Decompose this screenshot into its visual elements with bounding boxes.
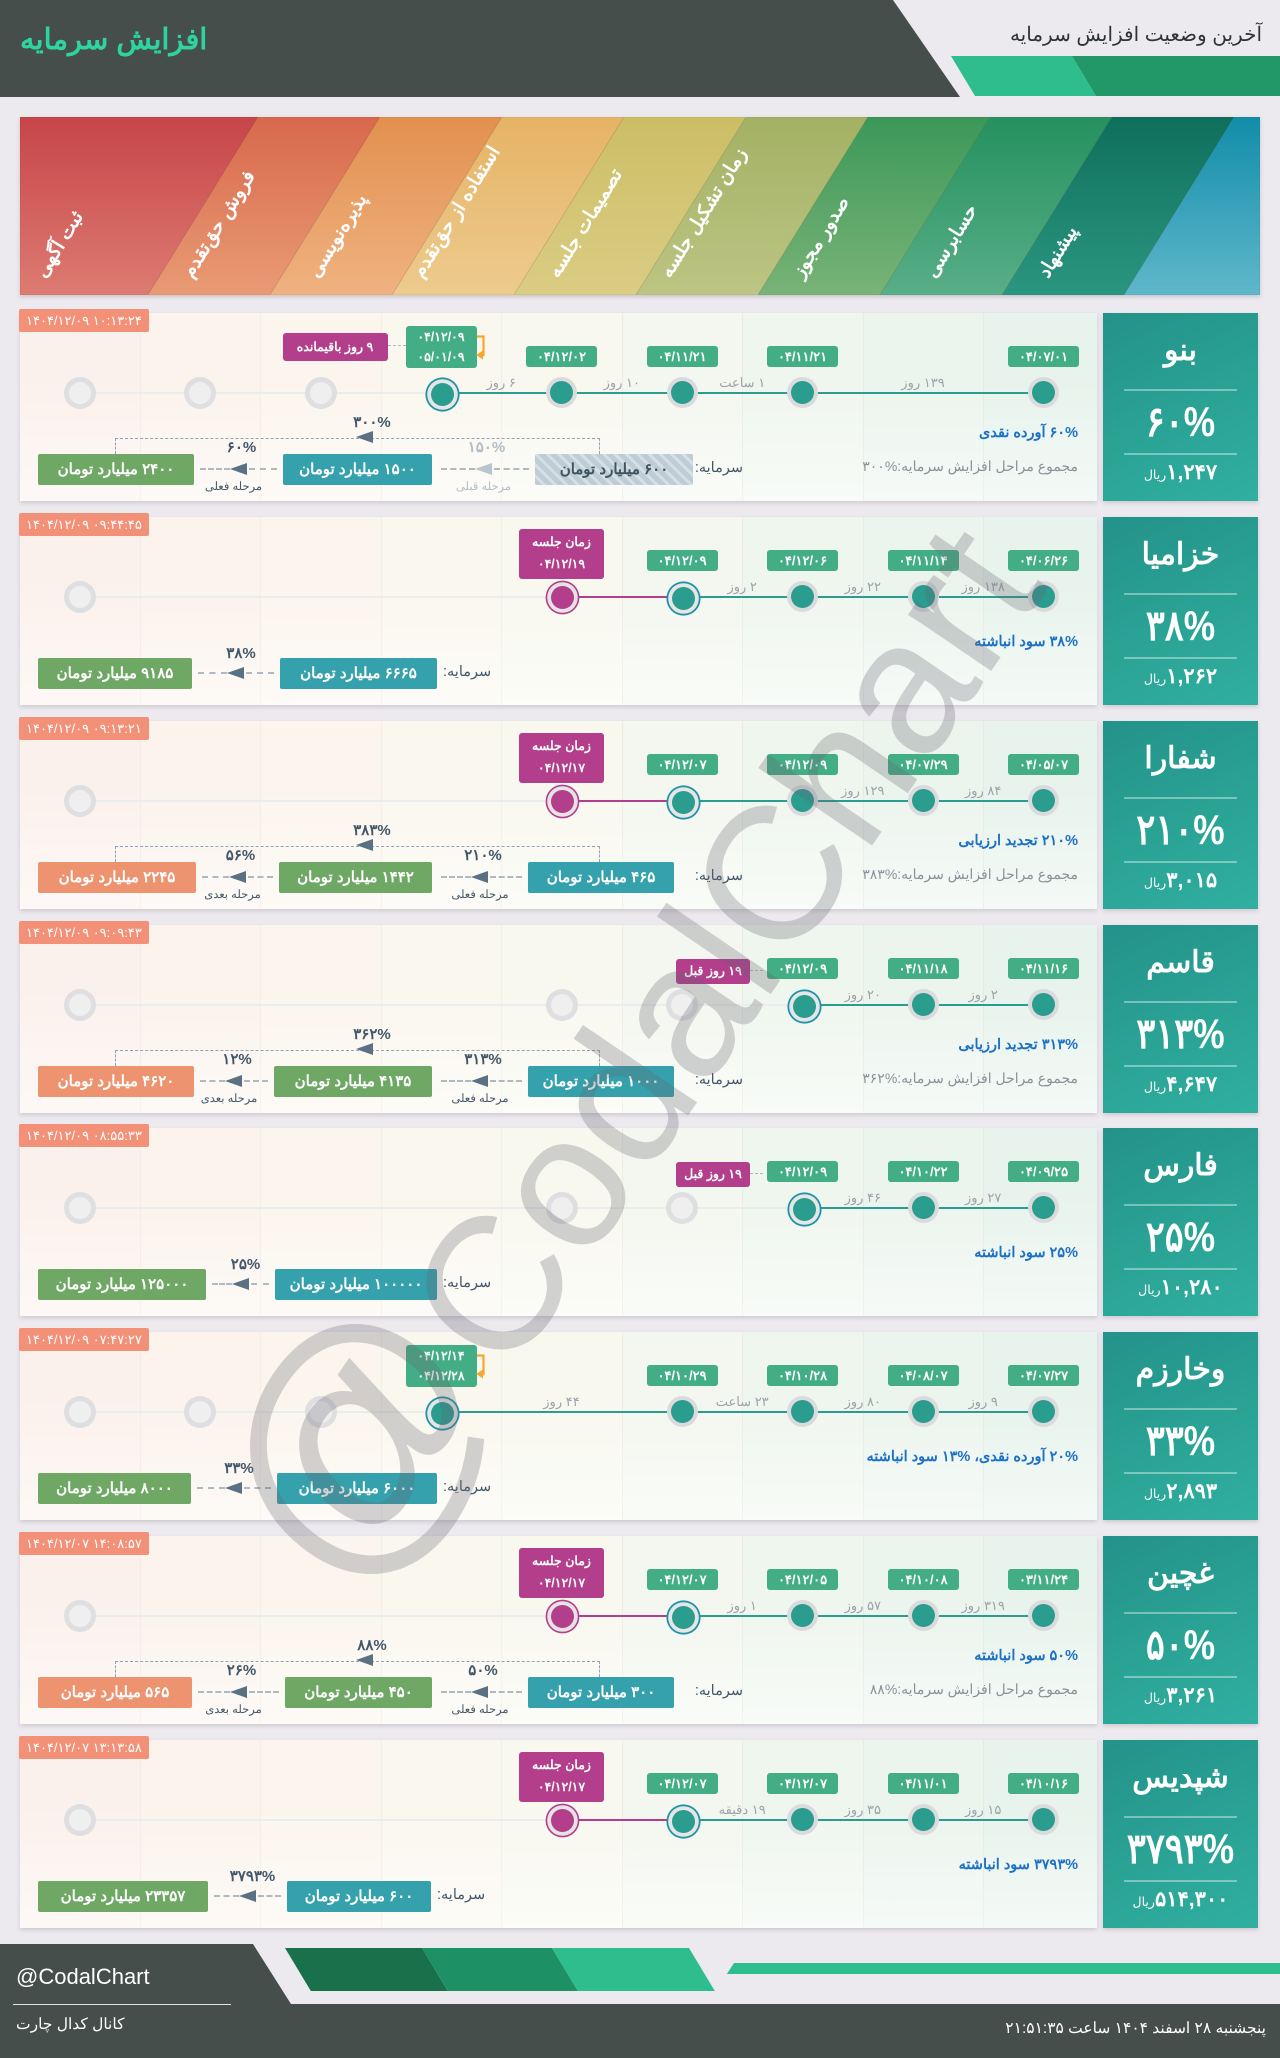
- svg-text:@CodalChart: @CodalChart: [149, 447, 1097, 1640]
